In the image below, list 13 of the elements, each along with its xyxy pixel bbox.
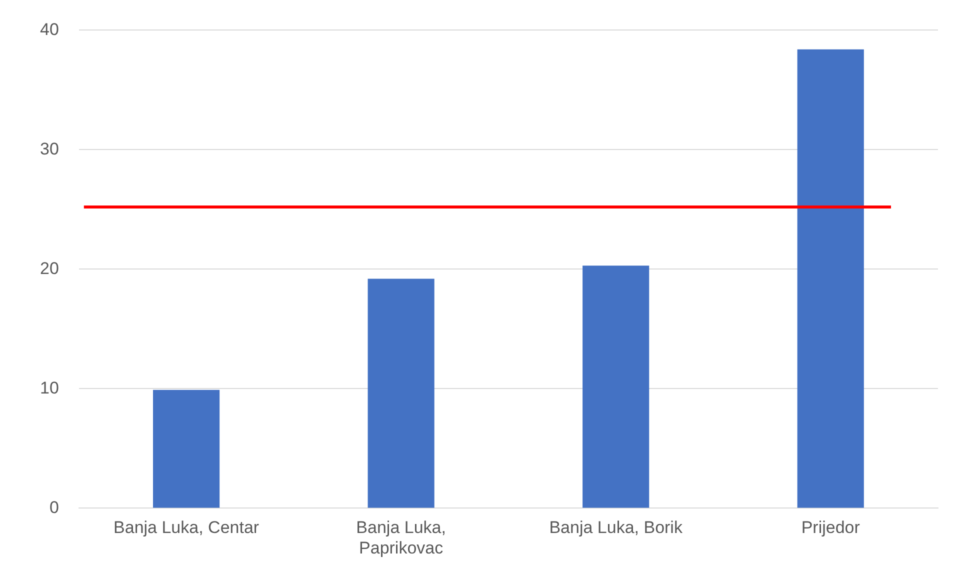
y-tick-label: 20 <box>40 258 59 278</box>
x-tick-label: Prijedor <box>801 518 860 538</box>
y-tick-label: 10 <box>40 378 59 398</box>
y-tick-label: 30 <box>40 139 59 158</box>
x-tick-label: Banja Luka, Centar <box>114 518 260 538</box>
y-tick-label: 40 <box>40 20 59 39</box>
y-tick-label: 0 <box>49 498 59 517</box>
bar <box>582 266 650 508</box>
bar <box>797 49 864 508</box>
x-tick-label: Banja Luka, Borik <box>549 518 683 538</box>
x-tick-label: Banja Luka, Paprikovac <box>356 518 446 558</box>
bar <box>368 278 434 508</box>
bar <box>153 390 220 508</box>
